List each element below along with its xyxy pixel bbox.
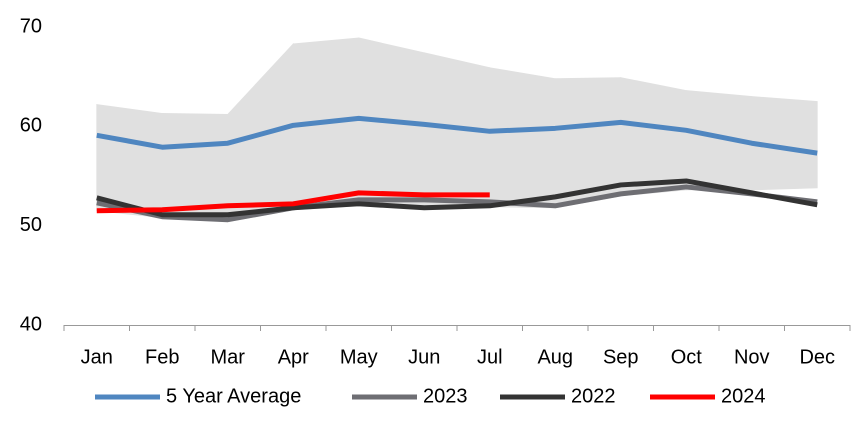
x-tick-label: May bbox=[340, 346, 378, 368]
x-tick-label: Oct bbox=[671, 346, 703, 368]
series-line bbox=[96, 178, 818, 218]
x-tick-label: Mar bbox=[211, 346, 246, 368]
x-tick-label: Apr bbox=[278, 346, 309, 368]
y-tick-label: 70 bbox=[20, 15, 42, 37]
legend-label: 2023 bbox=[423, 385, 468, 407]
x-tick-label: Dec bbox=[799, 346, 835, 368]
legend-label: 5 Year Average bbox=[166, 385, 301, 407]
x-tick-label: Jun bbox=[408, 346, 440, 368]
legend-label: 2022 bbox=[571, 385, 616, 407]
y-tick-label: 50 bbox=[20, 214, 42, 236]
x-tick-label: Sep bbox=[603, 346, 639, 368]
x-tick-label: Jul bbox=[477, 346, 503, 368]
series-line bbox=[96, 184, 818, 223]
legend-label: 2024 bbox=[721, 385, 766, 407]
x-tick-label: Jan bbox=[81, 346, 113, 368]
series-line bbox=[96, 115, 818, 156]
x-tick-label: Aug bbox=[537, 346, 573, 368]
range-band bbox=[620, 77, 687, 197]
x-tick-label: Nov bbox=[734, 346, 770, 368]
x-tick-label: Feb bbox=[145, 346, 179, 368]
range-band bbox=[751, 96, 818, 191]
y-tick-label: 60 bbox=[20, 115, 42, 137]
y-tick-label: 40 bbox=[20, 313, 42, 335]
range-band bbox=[489, 67, 556, 209]
series-line bbox=[96, 190, 490, 214]
